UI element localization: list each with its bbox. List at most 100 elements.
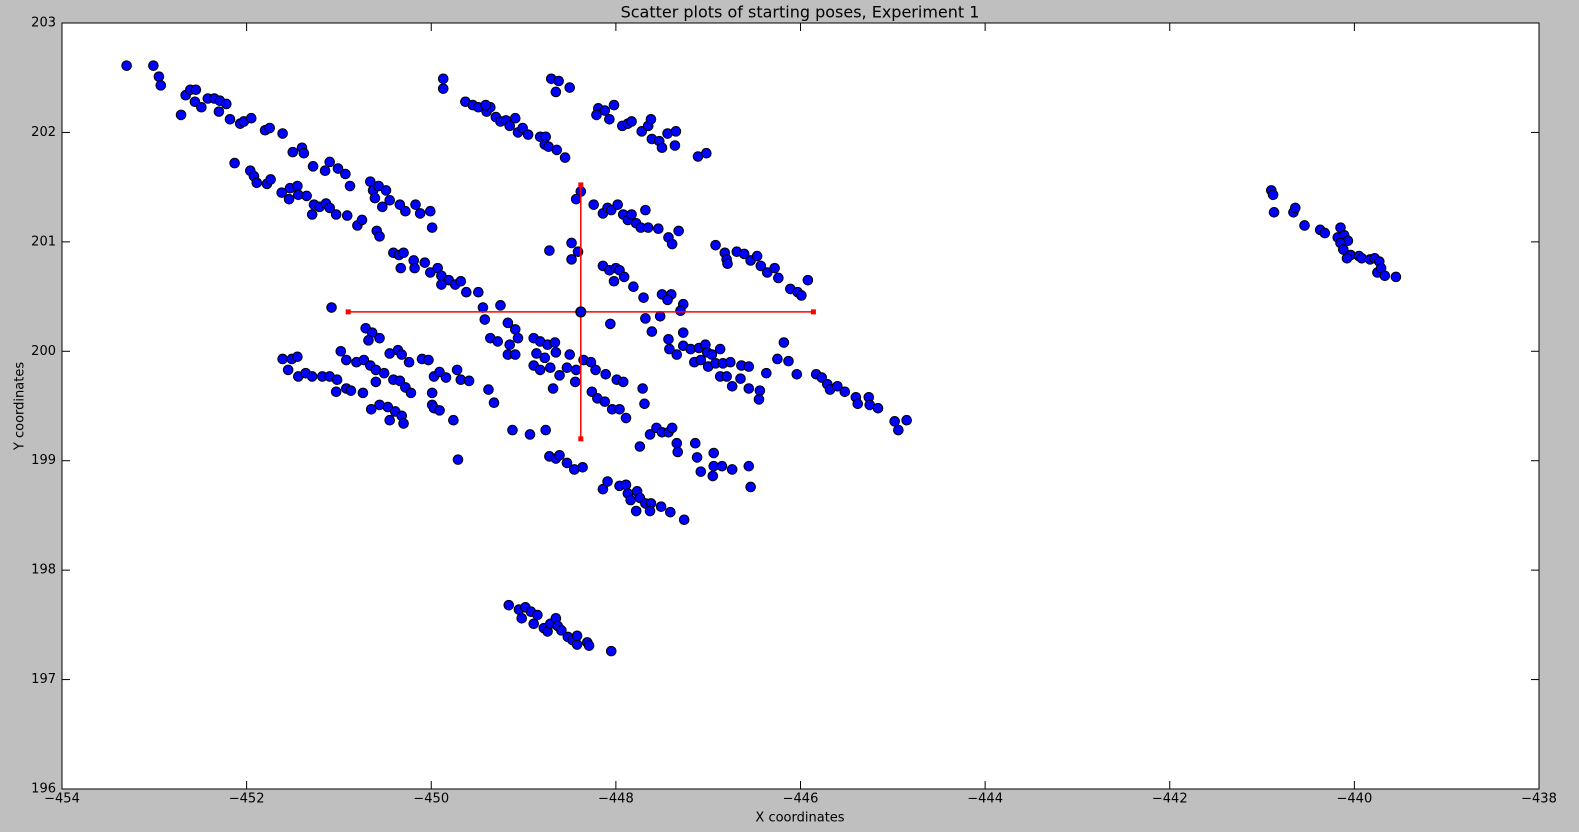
point [287,146,299,158]
y-tick-label: 197 [31,672,56,687]
point [675,305,686,317]
point [755,260,767,272]
point [602,476,613,487]
point [365,403,377,415]
error-cap [578,182,584,188]
point [437,83,449,94]
point [695,466,707,477]
point [528,618,540,630]
point [440,372,452,383]
point [642,222,654,233]
point [550,86,562,98]
point [153,71,165,82]
point [332,163,344,174]
point [448,414,459,426]
point [524,429,536,440]
point [640,204,651,216]
point [1390,271,1402,283]
point [370,376,382,388]
point [591,109,602,121]
point [245,112,257,124]
point [645,113,657,125]
point [662,294,673,306]
point [577,461,588,473]
point [678,514,690,526]
point [330,209,342,220]
point [665,506,676,518]
point [196,101,207,113]
point [224,113,236,125]
point [564,349,576,360]
point [544,245,555,256]
point [670,126,682,137]
point [229,157,240,169]
point [626,116,637,127]
point [753,394,765,405]
y-tick-label: 199 [31,453,56,468]
point [637,383,648,394]
point [396,349,408,360]
point [783,355,794,367]
point [426,222,438,233]
point [708,447,720,459]
point [335,345,347,357]
point [673,225,684,237]
point [452,454,464,465]
point [761,367,772,379]
point [221,98,232,110]
point [772,353,783,365]
point [451,364,463,376]
plot-frame [61,22,1540,790]
point [722,258,733,270]
point [726,464,738,475]
point [614,403,625,415]
point [754,385,766,396]
point [409,262,420,274]
x-tick-label: −454 [44,792,80,807]
point [324,202,336,214]
point [341,354,352,366]
point [298,147,310,159]
point [495,300,506,311]
y-tick-label: 203 [31,16,56,31]
point [148,60,159,71]
point [802,274,814,286]
point [292,180,303,192]
x-axis-label: X coordinates [755,811,844,826]
y-axis-label: Y coordinates [13,362,28,451]
point [638,292,649,303]
point [155,80,167,91]
point [570,193,582,205]
point [745,481,756,493]
point [551,144,563,156]
point [265,174,276,185]
point [901,414,912,426]
x-tick-label: −440 [1337,792,1373,807]
point [363,335,374,346]
point [599,396,611,407]
point [539,352,551,364]
point [597,483,609,495]
point [483,384,494,395]
point [663,333,674,345]
point [561,362,573,374]
point [618,271,630,283]
point [492,336,504,347]
point [307,161,319,172]
point [357,387,369,399]
point [588,199,600,210]
x-tick-label: −448 [598,792,634,807]
point [356,214,368,226]
point [599,105,611,116]
point [669,140,681,151]
point [839,386,851,398]
point [306,209,318,220]
point [620,412,632,424]
point [1337,244,1349,255]
point [554,449,565,461]
point [369,192,381,204]
point [1319,227,1331,239]
point [852,398,864,410]
x-tick-label: −438 [1521,792,1557,807]
